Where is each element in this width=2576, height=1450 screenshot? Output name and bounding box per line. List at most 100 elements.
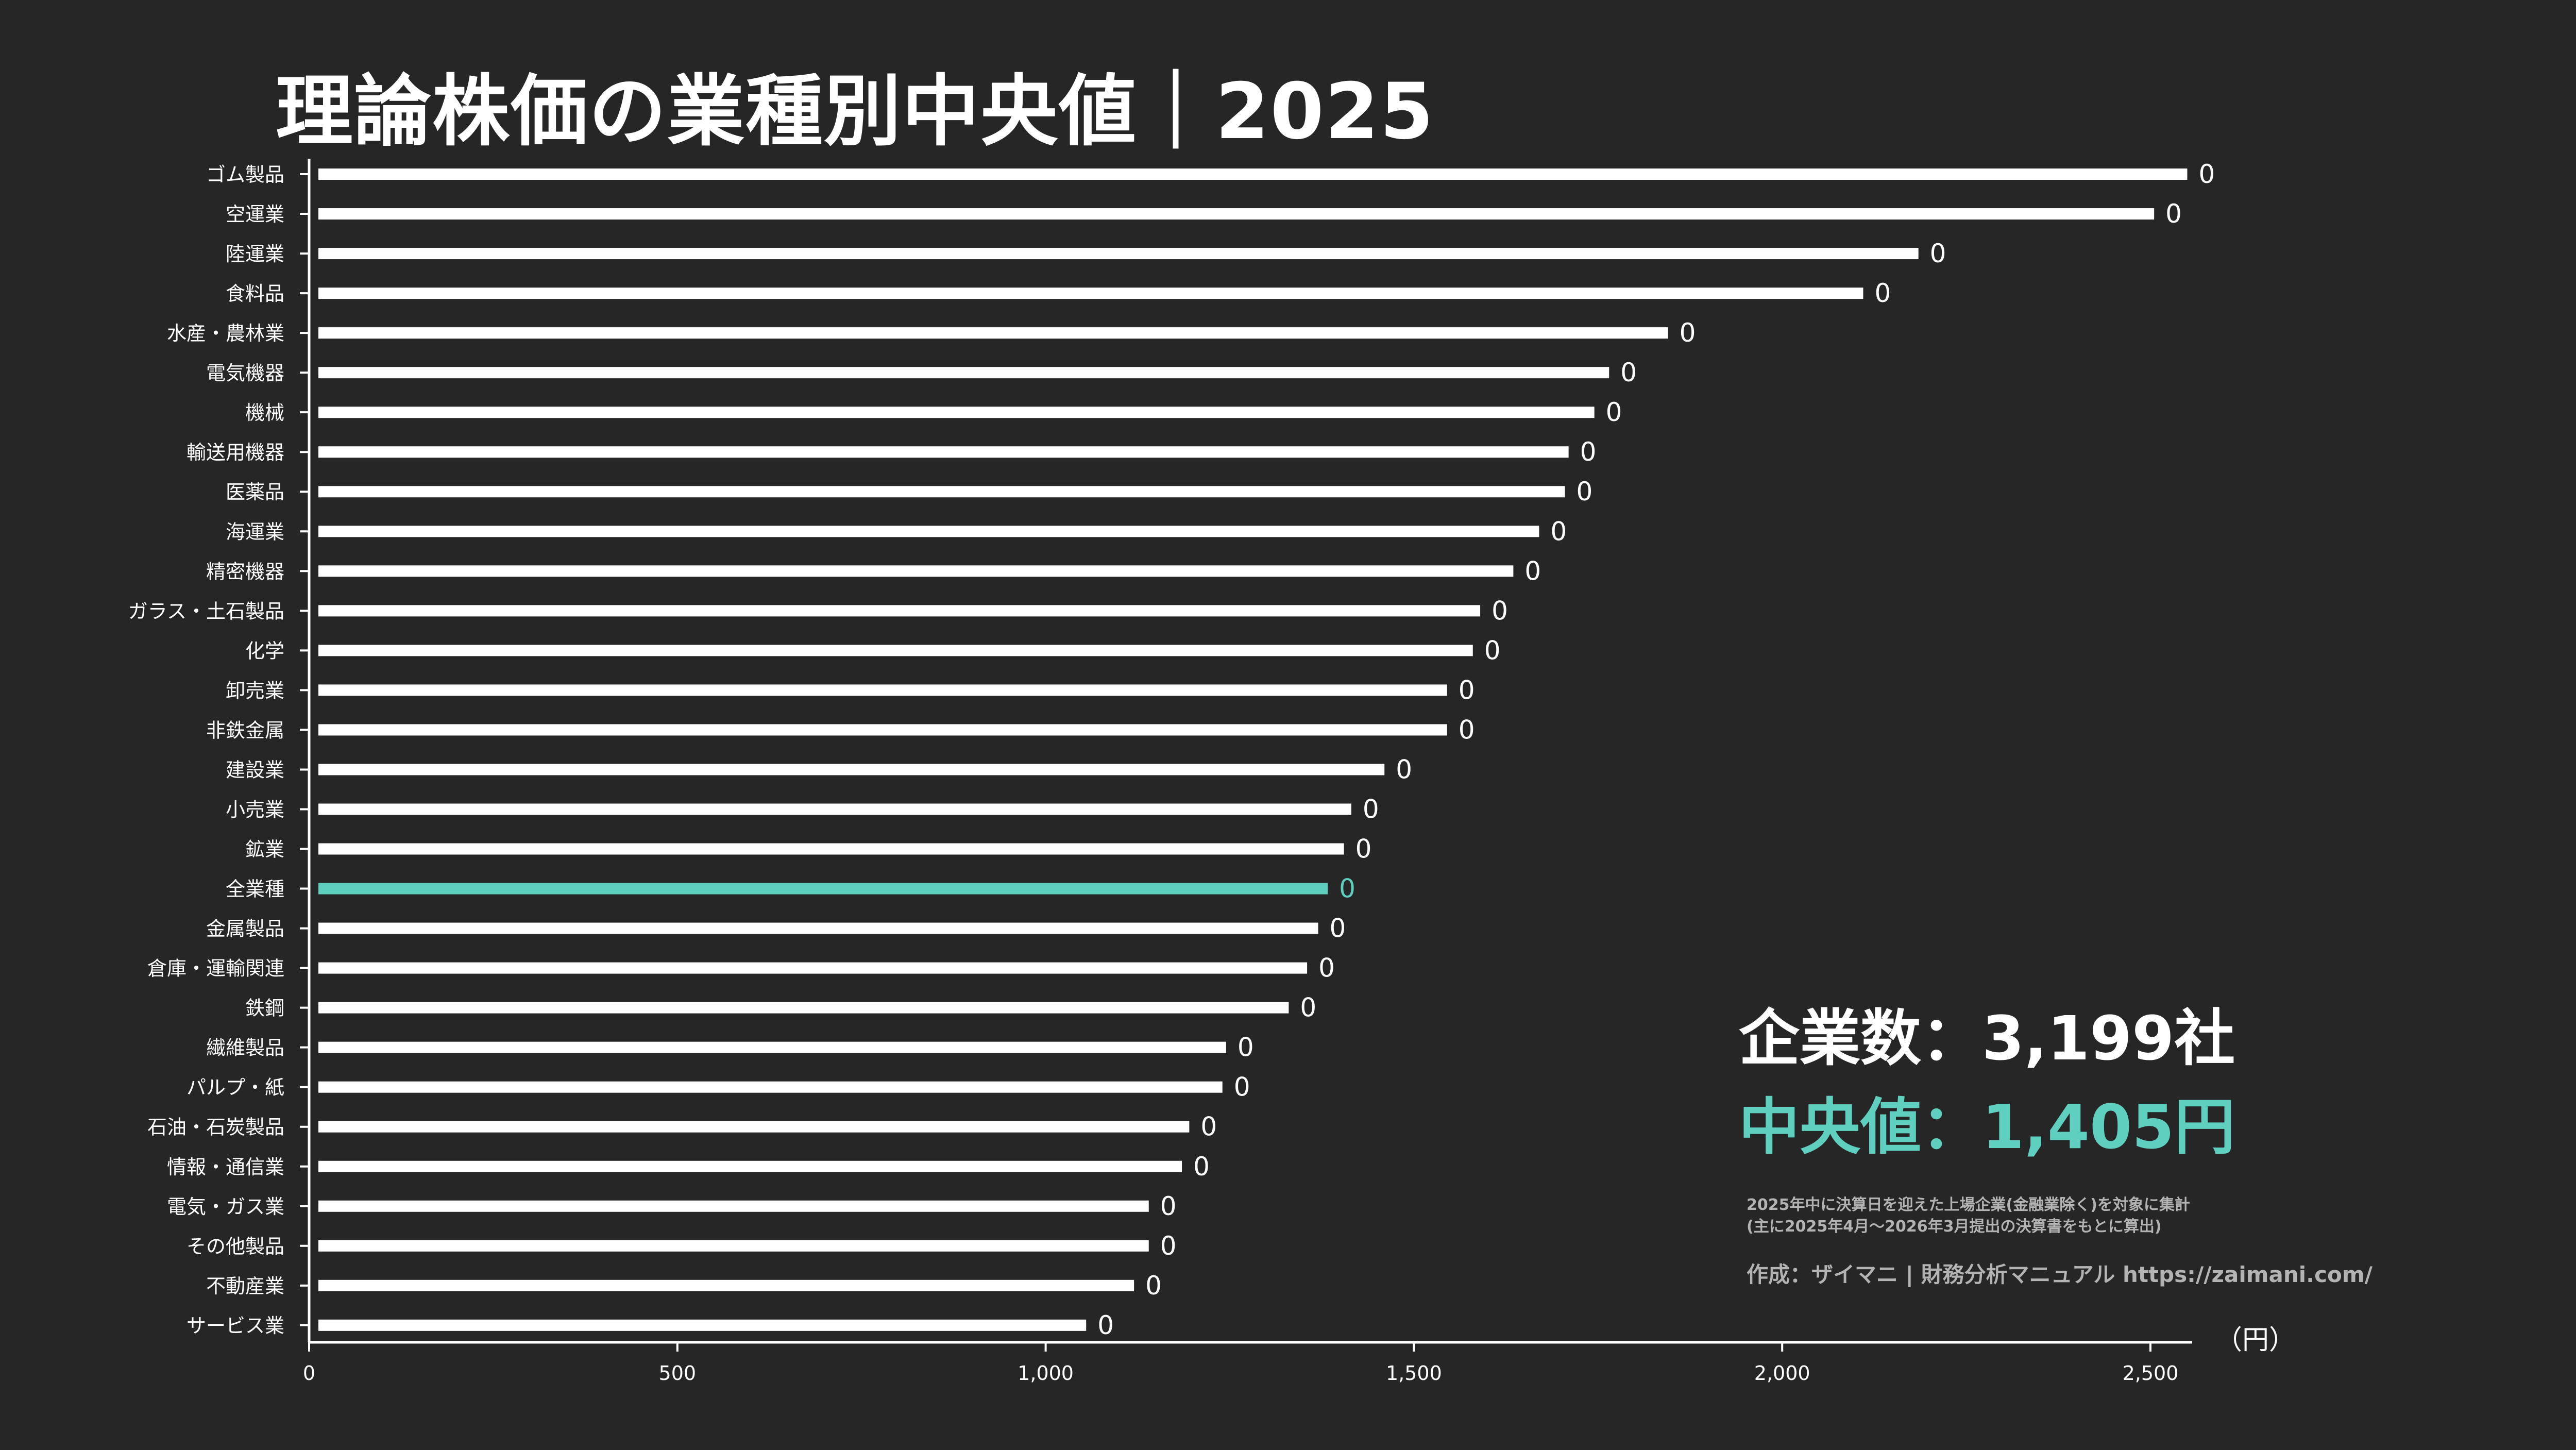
category-label: 石油・石炭製品	[147, 1116, 284, 1139]
data-label: 0	[1524, 556, 1541, 586]
bar	[318, 1279, 1134, 1291]
bar	[318, 168, 2188, 180]
bar	[318, 922, 1318, 934]
x-tick-label: 2,500	[2123, 1362, 2179, 1385]
highlight-bar	[318, 883, 1328, 895]
bar	[318, 843, 1344, 855]
category-label: ガラス・土石製品	[128, 600, 284, 622]
category-label: その他製品	[187, 1235, 284, 1258]
data-label: 0	[2165, 199, 2182, 229]
data-label: 0	[1355, 834, 1372, 864]
category-label: 電気機器	[206, 362, 284, 384]
bar	[318, 684, 1447, 696]
data-label: 0	[1097, 1310, 1114, 1340]
bar	[318, 208, 2155, 220]
data-label: 0	[1200, 1112, 1217, 1142]
bar	[318, 367, 1609, 379]
credit-text: 作成：ザイマニ | 財務分析マニュアル https://zaimani.com/	[1747, 1262, 2372, 1287]
median-value: 中央値：1,405円	[1739, 1091, 2235, 1162]
bar	[318, 565, 1514, 577]
category-label: 倉庫・運輸関連	[147, 957, 284, 980]
data-label: 0	[1874, 278, 1891, 308]
bar	[318, 248, 1919, 260]
bar	[318, 446, 1569, 458]
bar	[318, 486, 1565, 498]
category-label: 化学	[245, 639, 284, 662]
data-label: 0	[1580, 437, 1597, 467]
data-label: 0	[1339, 874, 1355, 904]
category-label: 繊維製品	[206, 1037, 284, 1059]
data-label: 0	[1396, 754, 1412, 784]
category-label: 不動産業	[206, 1275, 284, 1297]
data-label: 0	[1492, 596, 1508, 626]
category-label: 空運業	[226, 203, 284, 226]
bar	[318, 1319, 1087, 1331]
category-label: 医薬品	[226, 481, 284, 503]
stats-panel: 企業数：3,199社 中央値：1,405円	[1739, 1000, 2235, 1166]
bar	[318, 407, 1595, 418]
bar	[318, 1240, 1149, 1252]
data-label: 0	[1363, 794, 1379, 824]
category-label: 精密機器	[206, 560, 284, 583]
category-label: 卸売業	[226, 679, 284, 702]
data-label: 0	[1930, 239, 1946, 268]
category-label: 電気・ガス業	[167, 1195, 284, 1218]
bar	[318, 764, 1385, 775]
data-label: 0	[2198, 159, 2215, 189]
bar	[318, 327, 1668, 339]
category-label: 情報・通信業	[167, 1156, 284, 1178]
data-label: 0	[1160, 1191, 1177, 1221]
bar	[318, 1200, 1149, 1212]
data-label: 0	[1234, 1072, 1250, 1102]
data-label: 0	[1145, 1271, 1162, 1301]
data-label: 0	[1606, 397, 1622, 427]
category-label: 鉄鋼	[245, 997, 284, 1020]
data-label: 0	[1193, 1152, 1210, 1182]
category-label: 海運業	[226, 520, 284, 543]
x-tick-label: 1,000	[1018, 1362, 1074, 1385]
category-label: 金属製品	[206, 918, 284, 940]
data-label: 0	[1576, 477, 1592, 507]
category-label: 機械	[245, 401, 284, 424]
data-label: 0	[1459, 675, 1475, 705]
bar	[318, 1121, 1190, 1133]
data-label: 0	[1484, 635, 1501, 665]
bar	[318, 1081, 1223, 1093]
category-label: ゴム製品	[206, 163, 284, 186]
category-label: 輸送用機器	[187, 441, 284, 464]
bar	[318, 288, 1863, 299]
category-label: パルプ・紙	[187, 1076, 284, 1099]
bar	[318, 1002, 1289, 1014]
category-label: サービス業	[187, 1314, 284, 1337]
method-note: 2025年中に決算日を迎えた上場企業(金融業除く)を対象に集計 (主に2025年…	[1747, 1194, 2190, 1238]
x-tick-label: 1,500	[1386, 1362, 1442, 1385]
category-label: 食料品	[226, 282, 284, 305]
data-label: 0	[1238, 1033, 1254, 1063]
bar	[318, 1160, 1182, 1172]
category-label: 非鉄金属	[206, 719, 284, 741]
x-unit-label: （円）	[2215, 1325, 2296, 1356]
data-label: 0	[1680, 318, 1696, 348]
data-label: 0	[1550, 516, 1567, 546]
category-label: 小売業	[226, 798, 284, 821]
bar	[318, 962, 1308, 974]
data-label: 0	[1318, 953, 1335, 983]
category-label: 鉱業	[245, 838, 284, 861]
data-label: 0	[1300, 993, 1316, 1023]
category-label: 全業種	[226, 878, 284, 901]
method-note-line-1: 2025年中に決算日を迎えた上場企業(金融業除く)を対象に集計	[1747, 1196, 2190, 1214]
bar	[318, 724, 1447, 736]
category-label: 建設業	[226, 758, 284, 781]
chart-title: 理論株価の業種別中央値｜2025	[276, 67, 1435, 157]
data-label: 0	[1330, 914, 1346, 943]
category-label: 水産・農林業	[167, 322, 284, 345]
bar	[318, 605, 1481, 617]
data-label: 0	[1459, 715, 1475, 745]
x-tick-label: 0	[303, 1362, 315, 1385]
data-label: 0	[1620, 358, 1637, 387]
data-label: 0	[1160, 1231, 1177, 1261]
bar	[318, 645, 1473, 656]
bar	[318, 803, 1351, 815]
method-note-line-2: (主に2025年4月～2026年3月提出の決算書をもとに算出)	[1747, 1218, 2162, 1236]
